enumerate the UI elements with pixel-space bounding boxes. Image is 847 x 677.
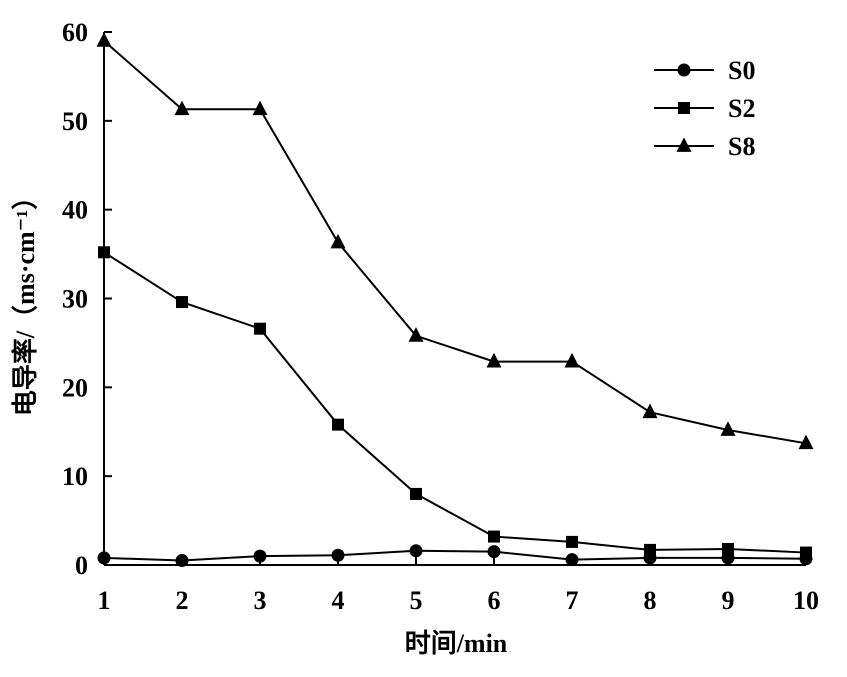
series-s0 — [97, 544, 813, 568]
legend-label: S2 — [728, 94, 755, 123]
x-tick-label: 3 — [254, 586, 267, 615]
y-tick-label: 0 — [75, 551, 88, 580]
series-line — [103, 40, 807, 445]
data-point-circle — [253, 549, 267, 563]
tick-labels: 0 10 20 30 40 50 60 1 2 3 4 5 6 7 8 9 10 — [62, 18, 819, 615]
x-axis-title: 时间/min — [405, 629, 508, 658]
data-point-triangle — [252, 100, 268, 116]
y-tick-label: 30 — [62, 285, 88, 314]
series-s8 — [96, 32, 814, 450]
series-line — [103, 549, 807, 562]
y-tick-label: 20 — [62, 373, 88, 402]
x-tick-label: 6 — [488, 586, 501, 615]
data-point-square — [332, 418, 344, 431]
data-point-square — [644, 543, 656, 556]
data-point-circle — [97, 551, 111, 565]
legend-label: S0 — [728, 56, 755, 85]
y-tick-label: 40 — [62, 196, 88, 225]
y-tick-label: 50 — [62, 107, 88, 136]
data-point-triangle — [96, 32, 112, 47]
data-point-triangle — [642, 403, 658, 419]
legend-marker-triangle — [676, 137, 692, 152]
axes — [103, 31, 807, 566]
x-tick-label: 8 — [644, 586, 657, 615]
legend-item-s0: S0 — [654, 56, 755, 85]
data-point-circle — [565, 553, 579, 567]
x-tick-label: 9 — [722, 586, 735, 615]
legend-item-s8: S8 — [654, 132, 755, 161]
x-tick-label: 2 — [176, 586, 189, 615]
data-point-circle — [409, 544, 423, 558]
data-point-circle — [175, 554, 189, 568]
data-point-square — [566, 535, 578, 548]
legend-label: S8 — [728, 132, 755, 161]
y-axis-title: 电导率/（ms·cm⁻¹） — [10, 184, 40, 416]
data-point-triangle — [486, 352, 502, 368]
data-point-circle — [331, 548, 345, 562]
x-tick-label: 7 — [566, 586, 579, 615]
x-tick-label: 1 — [98, 586, 111, 615]
data-point-circle — [487, 545, 501, 559]
x-tick-label: 4 — [332, 586, 345, 615]
data-point-triangle — [174, 100, 190, 116]
legend-marker-circle — [677, 63, 691, 77]
data-point-square — [98, 246, 110, 259]
data-point-triangle — [798, 434, 814, 450]
legend-marker-square — [678, 102, 690, 114]
x-tick-label: 5 — [410, 586, 423, 615]
data-point-triangle — [330, 233, 346, 249]
data-point-triangle — [720, 421, 736, 436]
series-line — [103, 251, 807, 554]
legend-item-s2: S2 — [654, 94, 755, 123]
data-point-square — [722, 543, 734, 556]
x-tick-label: 10 — [793, 586, 819, 615]
data-point-square — [488, 530, 500, 543]
data-point-triangle — [564, 352, 580, 368]
y-tick-label: 10 — [62, 462, 88, 491]
data-point-square — [176, 296, 188, 309]
data-point-square — [254, 322, 266, 335]
y-tick-label: 60 — [62, 18, 88, 47]
data-point-triangle — [408, 327, 424, 342]
series-s2 — [98, 246, 812, 559]
data-point-square — [410, 487, 422, 500]
legend: S0 S2 S8 — [654, 56, 755, 161]
data-point-square — [800, 546, 812, 559]
series-group — [96, 32, 814, 568]
